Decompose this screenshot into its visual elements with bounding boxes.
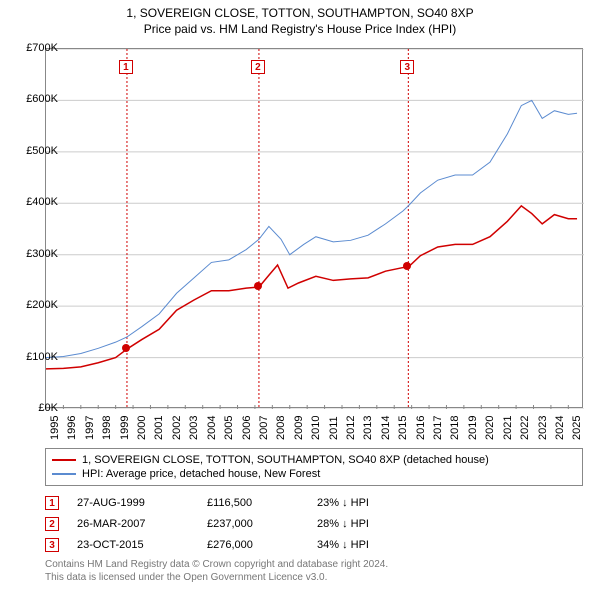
chart-container: 1, SOVEREIGN CLOSE, TOTTON, SOUTHAMPTON,… (0, 0, 600, 590)
x-tick-label: 2021 (502, 416, 514, 440)
y-tick-label: £0K (10, 402, 58, 414)
sale-date: 23-OCT-2015 (77, 539, 207, 551)
x-tick-label: 1998 (101, 416, 113, 440)
legend-swatch-property (52, 459, 76, 461)
sale-date: 27-AUG-1999 (77, 497, 207, 509)
x-tick-label: 2005 (223, 416, 235, 440)
sale-row: 3 23-OCT-2015£276,00034% ↓ HPI (45, 536, 583, 554)
chart-marker-2: 2 (251, 60, 265, 74)
x-tick-label: 2024 (554, 416, 566, 440)
x-tick-label: 2018 (449, 416, 461, 440)
sale-price: £237,000 (207, 518, 317, 530)
x-tick-label: 2007 (258, 416, 270, 440)
x-tick-label: 2010 (310, 416, 322, 440)
x-tick-label: 2006 (241, 416, 253, 440)
x-tick-label: 1999 (119, 416, 131, 440)
x-tick-label: 2023 (537, 416, 549, 440)
sale-dot (254, 282, 262, 290)
x-tick-label: 1997 (84, 416, 96, 440)
x-tick-label: 2000 (136, 416, 148, 440)
x-tick-label: 2001 (153, 416, 165, 440)
sale-marker-1: 1 (45, 496, 59, 510)
legend-label-property: 1, SOVEREIGN CLOSE, TOTTON, SOUTHAMPTON,… (82, 454, 489, 466)
sale-delta: 23% ↓ HPI (317, 497, 369, 509)
sale-row: 1 27-AUG-1999£116,50023% ↓ HPI (45, 494, 583, 512)
sale-price: £276,000 (207, 539, 317, 551)
title-line2: Price paid vs. HM Land Registry's House … (0, 22, 600, 36)
chart-svg (46, 49, 584, 409)
sale-delta: 28% ↓ HPI (317, 518, 369, 530)
footer-line2: This data is licensed under the Open Gov… (45, 571, 388, 584)
footer: Contains HM Land Registry data © Crown c… (45, 558, 388, 584)
sale-date: 26-MAR-2007 (77, 518, 207, 530)
y-tick-label: £600K (10, 93, 58, 105)
x-tick-label: 2020 (484, 416, 496, 440)
x-tick-label: 2004 (206, 416, 218, 440)
title-area: 1, SOVEREIGN CLOSE, TOTTON, SOUTHAMPTON,… (0, 0, 600, 36)
x-tick-label: 2022 (519, 416, 531, 440)
sale-row: 2 26-MAR-2007£237,00028% ↓ HPI (45, 515, 583, 533)
y-tick-label: £100K (10, 351, 58, 363)
sale-rows: 1 27-AUG-1999£116,50023% ↓ HPI 2 26-MAR-200… (45, 494, 583, 557)
x-tick-label: 2008 (275, 416, 287, 440)
y-tick-label: £200K (10, 299, 58, 311)
sale-dot (403, 262, 411, 270)
x-tick-label: 2009 (293, 416, 305, 440)
x-tick-label: 2017 (432, 416, 444, 440)
x-tick-label: 2012 (345, 416, 357, 440)
sale-dot (122, 344, 130, 352)
x-tick-label: 2002 (171, 416, 183, 440)
y-tick-label: £400K (10, 196, 58, 208)
chart-marker-1: 1 (119, 60, 133, 74)
sale-marker-3: 3 (45, 538, 59, 552)
legend: 1, SOVEREIGN CLOSE, TOTTON, SOUTHAMPTON,… (45, 448, 583, 486)
title-line1: 1, SOVEREIGN CLOSE, TOTTON, SOUTHAMPTON,… (0, 6, 600, 20)
x-tick-label: 2015 (397, 416, 409, 440)
x-tick-label: 2019 (467, 416, 479, 440)
chart-area (45, 48, 583, 408)
y-tick-label: £300K (10, 248, 58, 260)
sale-delta: 34% ↓ HPI (317, 539, 369, 551)
x-tick-label: 2013 (362, 416, 374, 440)
x-tick-label: 2025 (571, 416, 583, 440)
legend-row-property: 1, SOVEREIGN CLOSE, TOTTON, SOUTHAMPTON,… (52, 453, 576, 467)
legend-label-hpi: HPI: Average price, detached house, New … (82, 468, 320, 480)
x-tick-label: 2003 (188, 416, 200, 440)
y-tick-label: £500K (10, 145, 58, 157)
sale-marker-2: 2 (45, 517, 59, 531)
footer-line1: Contains HM Land Registry data © Crown c… (45, 558, 388, 571)
x-tick-label: 2011 (328, 416, 340, 440)
y-tick-label: £700K (10, 42, 58, 54)
x-tick-label: 1996 (66, 416, 78, 440)
x-tick-label: 1995 (49, 416, 61, 440)
chart-marker-3: 3 (400, 60, 414, 74)
legend-swatch-hpi (52, 473, 76, 475)
sale-price: £116,500 (207, 497, 317, 509)
x-tick-label: 2014 (380, 416, 392, 440)
x-tick-label: 2016 (415, 416, 427, 440)
legend-row-hpi: HPI: Average price, detached house, New … (52, 467, 576, 481)
